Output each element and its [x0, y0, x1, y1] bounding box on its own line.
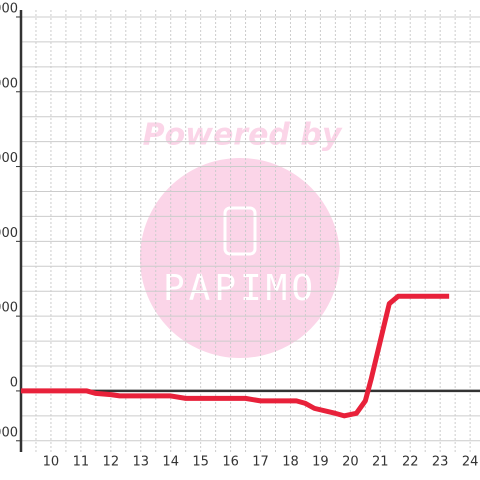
x-tick-label: 20 — [342, 455, 359, 470]
x-tick-label: 24 — [462, 455, 479, 470]
series-line — [21, 293, 450, 419]
x-tick-label: 22 — [402, 455, 419, 470]
watermark-title: Powered by — [143, 118, 343, 153]
x-tick-label: 21 — [372, 455, 389, 470]
watermark-phone — [223, 206, 257, 256]
x-tick-label: 23 — [432, 455, 449, 470]
x-tick-label: 14 — [162, 455, 179, 470]
x-tick-label: 13 — [132, 455, 149, 470]
y-tick-label: 150,000 — [0, 1, 18, 16]
watermark-logo: PAPIMO — [163, 268, 317, 309]
x-tick-label: 18 — [282, 455, 299, 470]
x-tick-label: 10 — [43, 455, 60, 470]
watermark-circle — [140, 158, 340, 358]
x-tick-label: 19 — [312, 455, 329, 470]
x-tick-label: 15 — [192, 455, 209, 470]
y-tick-label: -20,000 — [0, 425, 18, 440]
y-tick-label: 30,000 — [0, 301, 18, 316]
y-tick-label: 60,000 — [0, 226, 18, 241]
y-tick-label: 90,000 — [0, 151, 18, 166]
x-tick-label: 12 — [103, 455, 120, 470]
x-tick-label: 17 — [252, 455, 269, 470]
y-tick-label: 0 — [10, 375, 18, 390]
x-tick-label: 11 — [73, 455, 90, 470]
y-tick-label: 120,000 — [0, 76, 18, 91]
x-tick-label: 16 — [222, 455, 239, 470]
